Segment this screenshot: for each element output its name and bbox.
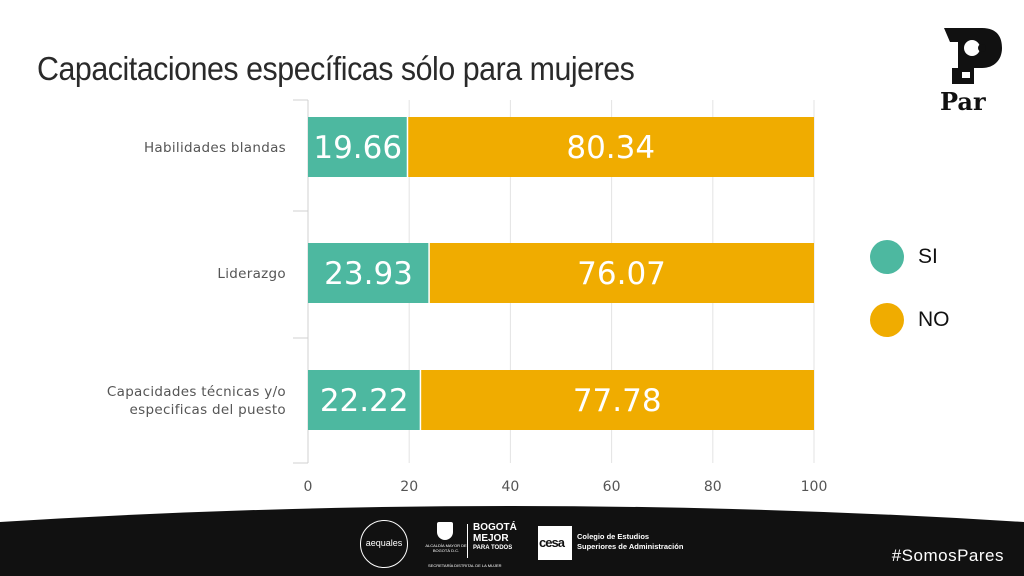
data-label-si-0: 19.66 [313, 130, 402, 166]
bogota-line1: BOGOTÁ [473, 522, 517, 533]
cesa-line2: Superiores de Administración [577, 542, 684, 551]
bar-si-0 [308, 117, 408, 177]
footer: aequales ALCALDÍA MAYOR DE BOGOTÁ D.C. B… [0, 500, 1024, 576]
data-label-no-0: 80.34 [566, 130, 655, 166]
data-label-si-2: 22.22 [320, 383, 409, 419]
crest-icon [437, 522, 453, 540]
bar-no-2 [420, 370, 814, 430]
category-label-1: Liderazgo [217, 266, 286, 282]
aequales-logo: aequales [360, 520, 408, 568]
page-title: Capacitaciones específicas sólo para muj… [37, 50, 635, 87]
legend-label-no: NO [918, 308, 950, 331]
legend-swatch-si [870, 240, 904, 274]
x-tick-label-80: 80 [704, 479, 722, 495]
category-label-0: Habilidades blandas [144, 140, 286, 156]
divider [467, 524, 468, 558]
x-tick-label-0: 0 [304, 479, 313, 495]
bar-chart: 19.66 80.34 23.93 76.07 22.22 77.78 Habilidad… [107, 99, 828, 495]
bogota-line3: PARA TODOS [473, 545, 513, 551]
par-logo-icon [944, 28, 1002, 84]
data-label-no-1: 76.07 [577, 256, 666, 292]
x-tick-label-100: 100 [801, 479, 828, 495]
par-logo-text: Par [940, 87, 986, 116]
bogota-logo: BOGOTÁ MEJOR PARA TODOS [473, 522, 523, 562]
x-tick-labels: 0 20 40 60 80 100 [304, 479, 828, 495]
legend-label-si: SI [918, 245, 938, 268]
data-label-si-1: 23.93 [324, 256, 413, 292]
cesa-mark: cesa [539, 535, 565, 550]
x-tick-label-60: 60 [603, 479, 621, 495]
secretaria-text: SECRETARÍA DISTRITAL DE LA MUJER [428, 563, 502, 568]
bogota-line2: MEJOR [473, 533, 509, 544]
category-label-2-line-1: especificas del puesto [130, 402, 286, 418]
legend-swatch-no [870, 303, 904, 337]
bar-si-1 [308, 243, 430, 303]
bar-no-1 [429, 243, 814, 303]
x-tick-label-40: 40 [501, 479, 519, 495]
category-label-2-line-0: Capacidades técnicas y/o [107, 384, 286, 400]
footer-background [0, 506, 1024, 576]
alcaldia-logo: ALCALDÍA MAYOR DE BOGOTÁ D.C. [425, 522, 467, 566]
cesa-line1: Colegio de Estudios [577, 532, 650, 541]
x-tick-label-20: 20 [400, 479, 418, 495]
bar-si-2 [308, 370, 421, 430]
y-axis [293, 99, 309, 464]
bars: 19.66 80.34 23.93 76.07 22.22 77.78 [308, 117, 814, 430]
hashtag: #SomosPares [891, 546, 1004, 565]
category-labels: Habilidades blandas Liderazgo Capacidades … [107, 140, 286, 418]
data-label-no-2: 77.78 [573, 383, 662, 419]
aequales-logo-text: aequales [365, 538, 403, 548]
bar-no-0 [407, 117, 814, 177]
cesa-logo: cesa [538, 526, 572, 560]
par-logo: Par [940, 28, 1002, 116]
alcaldia-text: ALCALDÍA MAYOR DE BOGOTÁ D.C. [425, 543, 467, 553]
